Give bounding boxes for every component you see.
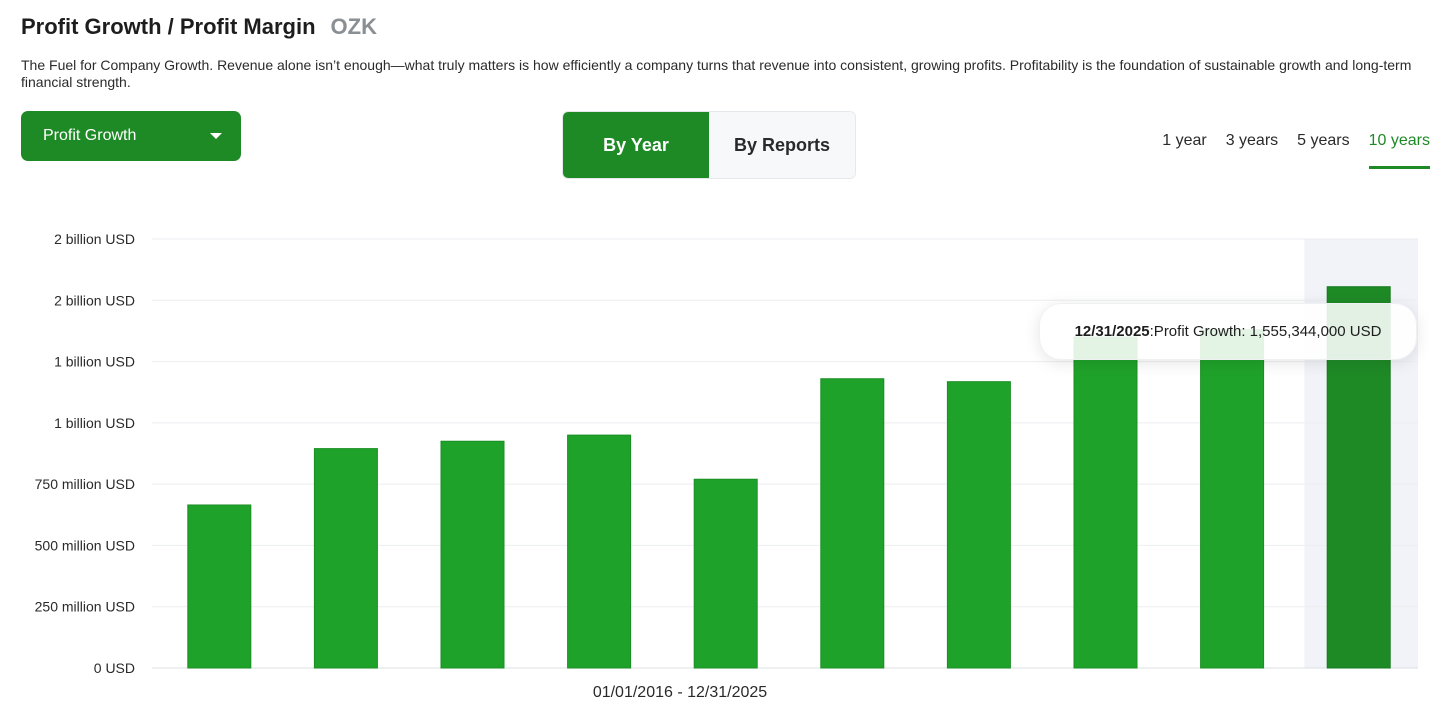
tab-10-years[interactable]: 10 years bbox=[1368, 132, 1431, 169]
chart-tooltip: 12/31/2025:Profit Growth: 1,555,344,000 … bbox=[1039, 303, 1417, 360]
y-tick-label: 750 million USD bbox=[35, 476, 135, 492]
page-title: Profit Growth / Profit Margin bbox=[21, 14, 316, 39]
bar bbox=[1200, 329, 1265, 669]
y-tick-label: 2 billion USD bbox=[54, 292, 135, 308]
x-range-label: 01/01/2016 - 12/31/2025 bbox=[593, 684, 767, 701]
metric-dropdown-label: Profit Growth bbox=[43, 127, 137, 144]
title-row: Profit Growth / Profit Margin OZK bbox=[21, 14, 377, 40]
page-description: The Fuel for Company Growth. Revenue alo… bbox=[21, 57, 1412, 90]
caret-down-icon bbox=[210, 133, 222, 139]
period-tabs: 1 year 3 years 5 years 10 years bbox=[1143, 132, 1431, 169]
y-tick-label: 0 USD bbox=[94, 660, 135, 676]
y-tick-label: 1 billion USD bbox=[54, 415, 135, 431]
tooltip-date: 12/31/2025 bbox=[1074, 323, 1150, 340]
bar bbox=[1073, 336, 1138, 669]
y-tick-label: 1 billion USD bbox=[54, 354, 135, 370]
y-tick-label: 250 million USD bbox=[35, 599, 135, 615]
by-reports-button[interactable]: By Reports bbox=[709, 112, 855, 178]
ticker-label: OZK bbox=[330, 14, 377, 39]
tab-3-years[interactable]: 3 years bbox=[1225, 132, 1279, 149]
tooltip-text: :Profit Growth: 1,555,344,000 USD bbox=[1149, 323, 1382, 340]
tab-5-years[interactable]: 5 years bbox=[1297, 132, 1350, 149]
tab-1-year[interactable]: 1 year bbox=[1162, 132, 1207, 149]
bar bbox=[567, 434, 632, 669]
by-year-button[interactable]: By Year bbox=[563, 112, 709, 178]
y-tick-label: 2 billion USD bbox=[54, 231, 135, 247]
bar bbox=[946, 381, 1011, 669]
bar bbox=[693, 478, 758, 669]
bar bbox=[820, 378, 885, 669]
bar bbox=[313, 448, 378, 669]
bar bbox=[187, 504, 252, 669]
bar bbox=[440, 440, 505, 669]
metric-dropdown[interactable]: Profit Growth bbox=[21, 111, 241, 161]
y-tick-label: 500 million USD bbox=[35, 537, 135, 553]
view-toggle: By Year By Reports bbox=[562, 111, 856, 179]
